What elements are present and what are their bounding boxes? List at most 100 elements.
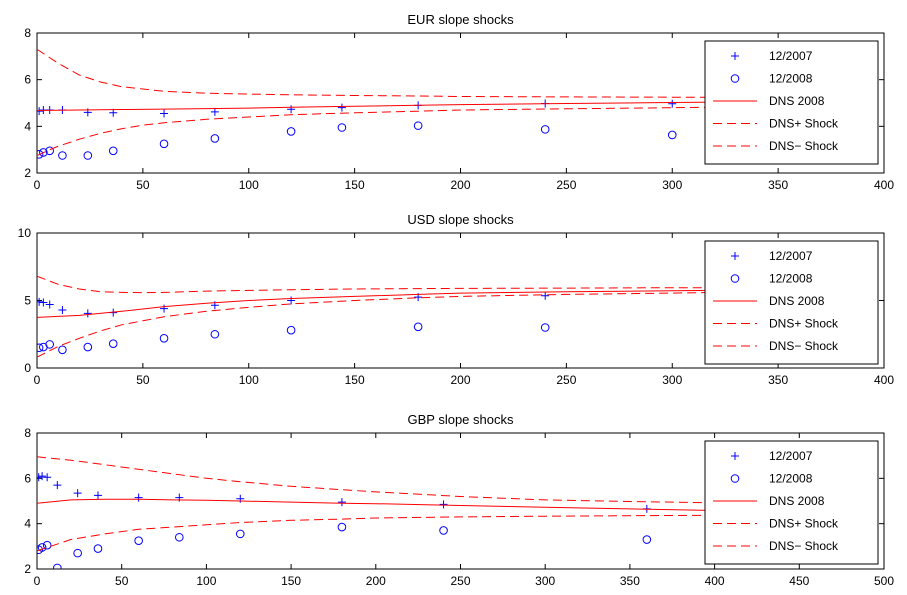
chart-title: EUR slope shocks (407, 12, 514, 27)
chart-panel-3: GBP slope shocks 0 50 100 150 200 250 300 350 400… (24, 412, 894, 588)
series-line-3 (37, 101, 715, 111)
y-tick-label: 8 (24, 26, 31, 40)
y-tick-label: 2 (24, 562, 31, 576)
legend-marker-sample (730, 274, 740, 283)
series-point-circle (37, 343, 44, 353)
series-point-circle (93, 544, 103, 553)
legend-entry-label: 12/2007 (769, 49, 813, 63)
series-point-circle (210, 329, 220, 339)
series-point-circle (540, 323, 550, 332)
legend-entry-label: DNS+ Shock (769, 317, 839, 331)
series-point-plus (37, 297, 44, 306)
y-tick-label: 6 (24, 73, 31, 87)
x-tick-label: 300 (535, 574, 555, 588)
series-point-circle (42, 540, 52, 550)
legend-entry-label: 12/2008 (769, 72, 813, 86)
series-point-circle (39, 148, 48, 157)
series-point-plus (287, 105, 296, 114)
legend-marker-sample (730, 474, 740, 483)
series-point-plus (37, 473, 43, 482)
x-tick-label: 200 (366, 574, 386, 588)
series-point-plus (39, 298, 48, 307)
x-tick-label: 400 (874, 373, 894, 387)
y-tick-label: 4 (24, 517, 31, 531)
x-tick-label: 50 (136, 178, 150, 192)
series-point-circle (413, 322, 423, 332)
series-point-circle (159, 139, 169, 149)
series-point-circle (235, 529, 245, 539)
series-point-circle (159, 334, 169, 343)
x-tick-label: 350 (768, 373, 788, 387)
series-point-plus (134, 493, 143, 502)
series-point-plus (93, 491, 102, 500)
legend-entry-label: DNS+ Shock (769, 117, 839, 131)
y-tick-label: 2 (24, 166, 31, 180)
series-point-circle (413, 121, 423, 130)
series-point-plus (37, 107, 44, 116)
series-line-5 (37, 291, 715, 358)
x-tick-label: 300 (662, 373, 682, 387)
series-point-circle (37, 150, 44, 159)
series-point-plus (160, 109, 169, 118)
legend-entry-label: DNS− Shock (769, 539, 839, 553)
x-tick-label: 500 (874, 574, 894, 588)
series-point-plus (160, 304, 169, 313)
series-point-circle (439, 526, 448, 535)
series-point-circle (667, 130, 677, 140)
series-point-plus (287, 296, 296, 305)
chart-title: GBP slope shocks (408, 412, 514, 427)
series-point-circle (108, 339, 118, 349)
series-line-3 (37, 289, 715, 318)
legend-entry-label: DNS 2008 (769, 294, 825, 308)
x-tick-label: 150 (345, 178, 365, 192)
series-point-plus (73, 489, 82, 498)
y-tick-label: 10 (18, 226, 32, 240)
series-point-plus (210, 107, 219, 116)
legend-marker-sample (731, 52, 739, 60)
legend-entry-label: DNS 2008 (769, 94, 825, 108)
legend-marker-sample (730, 74, 740, 83)
series-point-circle (83, 342, 93, 352)
x-tick-label: 250 (556, 178, 576, 192)
series-point-plus (337, 103, 346, 112)
legend-entry-label: DNS+ Shock (769, 517, 839, 531)
series-point-circle (642, 535, 652, 544)
legend: 12/2007 12/2008 DNS 2008 DNS+ Shock DNS− Sho… (704, 440, 879, 565)
series-line-5 (37, 106, 715, 156)
series-point-circle (83, 151, 93, 160)
legend-box (704, 440, 879, 565)
x-tick-label: 200 (450, 373, 470, 387)
legend-marker-sample (731, 452, 739, 460)
series-point-circle (45, 146, 55, 156)
series-point-circle (37, 543, 47, 552)
y-tick-label: 5 (24, 294, 31, 308)
y-tick-label: 4 (24, 119, 31, 133)
series-point-plus (337, 498, 346, 507)
series-point-circle (58, 151, 67, 160)
x-tick-label: 400 (705, 574, 725, 588)
x-tick-label: 450 (789, 574, 809, 588)
legend-box (704, 40, 879, 165)
legend-marker-sample (731, 252, 739, 260)
x-tick-label: 350 (620, 574, 640, 588)
x-tick-label: 350 (768, 178, 788, 192)
legend-entry-label: DNS− Shock (769, 139, 839, 153)
series-point-plus (45, 300, 54, 309)
plot-area (37, 48, 715, 160)
series-line-4 (37, 456, 749, 504)
series-point-plus (58, 305, 67, 314)
legend: 12/2007 12/2008 DNS 2008 DNS+ Shock DNS− Sho… (704, 240, 879, 365)
legend: 12/2007 12/2008 DNS 2008 DNS+ Shock DNS− Sho… (704, 40, 879, 165)
x-tick-label: 250 (556, 373, 576, 387)
series-point-circle (286, 127, 296, 136)
series-point-circle (286, 325, 296, 335)
x-tick-label: 50 (115, 574, 129, 588)
series-point-plus (43, 473, 52, 482)
series-point-circle (337, 522, 347, 532)
series-point-circle (53, 563, 62, 569)
x-tick-label: 0 (34, 178, 41, 192)
legend-entry-label: DNS 2008 (769, 494, 825, 508)
legend-entry-label: DNS− Shock (769, 339, 839, 353)
